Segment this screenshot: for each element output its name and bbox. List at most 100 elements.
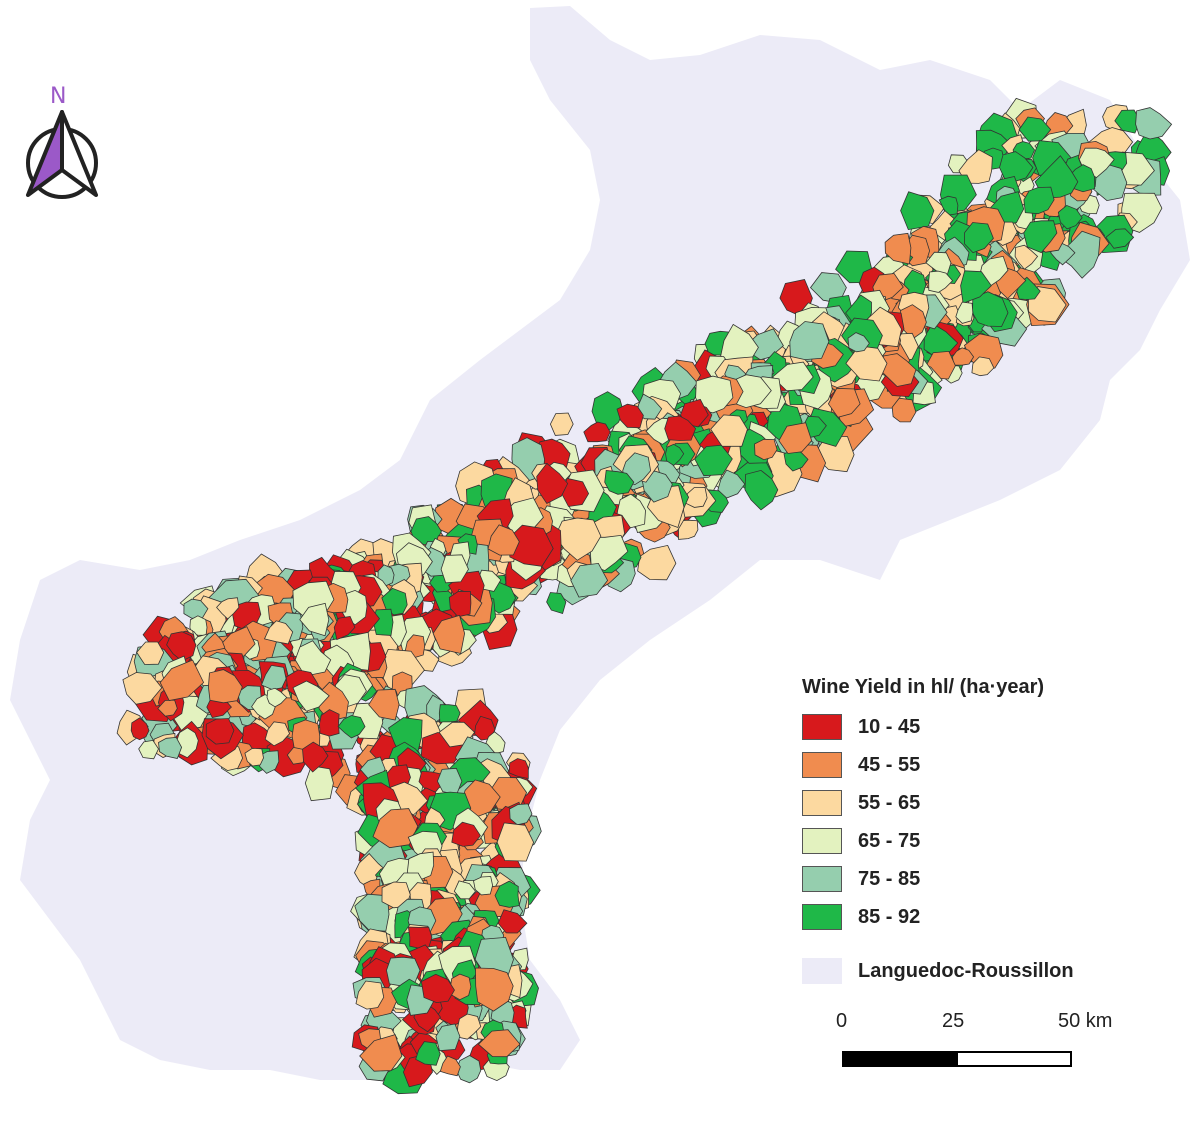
commune-polygon (845, 345, 888, 382)
legend-title: Wine Yield in hl/ (ha·year) (802, 676, 1045, 698)
commune-polygon (368, 688, 400, 721)
commune-polygon (754, 438, 778, 461)
commune-polygon (473, 876, 494, 896)
scale-tick: 50 km (1058, 1010, 1113, 1032)
commune-polygon (591, 391, 624, 432)
commune-polygon (778, 422, 813, 454)
commune-polygon (999, 151, 1034, 182)
legend-label: 65 - 75 (858, 829, 921, 852)
commune-polygon (789, 321, 830, 361)
commune-polygon (1014, 244, 1039, 270)
commune-polygon (415, 1041, 441, 1066)
scale-segment (956, 1051, 1072, 1067)
commune-polygon (435, 1023, 461, 1052)
commune-polygon (827, 387, 861, 418)
commune-polygon (205, 718, 235, 745)
commune-polygon (263, 620, 294, 645)
commune-polygon (847, 332, 870, 353)
commune-polygon (509, 803, 533, 826)
legend-label: 10 - 45 (858, 715, 921, 738)
commune-polygon (678, 519, 699, 540)
commune-polygon (744, 469, 779, 511)
commune-polygon (450, 973, 472, 1001)
commune-polygon (448, 590, 472, 618)
legend-label: Languedoc-Roussillon (858, 959, 1074, 982)
commune-polygon (637, 544, 677, 581)
legend-item: 85 - 92 (802, 898, 1074, 936)
commune-polygon (302, 741, 329, 773)
legend-label: 75 - 85 (858, 867, 921, 890)
commune-polygon (536, 462, 569, 505)
commune-polygon (453, 880, 477, 900)
legend-item: 65 - 75 (802, 822, 1074, 860)
commune-polygon (900, 191, 935, 231)
commune-polygon (355, 980, 385, 1010)
commune-polygon (420, 973, 455, 1004)
commune-polygon (333, 616, 356, 641)
commune-polygon (166, 631, 197, 662)
legend-item-region: Languedoc-Roussillon (802, 952, 1074, 990)
commune-polygon (1114, 109, 1141, 134)
commune-polygon (494, 880, 520, 908)
commune-polygon (130, 717, 150, 741)
scale-tick: 25 (942, 1010, 965, 1032)
commune-polygon (157, 699, 178, 717)
commune-polygon (884, 232, 912, 265)
commune-polygon (583, 421, 611, 443)
commune-polygon (159, 659, 205, 701)
commune-polygon (1105, 228, 1135, 249)
commune-polygon (549, 412, 574, 436)
commune-polygon (616, 403, 644, 429)
commune-polygon (299, 602, 330, 637)
north-arrow-icon (26, 110, 98, 199)
commune-polygon (216, 597, 240, 620)
commune-polygon (891, 397, 917, 423)
commune-polygon (1023, 220, 1058, 254)
commune-polygon (665, 443, 685, 467)
communes-layer (116, 97, 1173, 1095)
commune-polygon (136, 641, 165, 665)
commune-polygon (487, 524, 520, 556)
scale-segment (842, 1051, 958, 1067)
commune-polygon (122, 672, 163, 705)
commune-polygon (1027, 286, 1067, 323)
scale-tick: 0 (836, 1010, 848, 1032)
commune-polygon (955, 301, 974, 324)
commune-polygon (407, 926, 433, 949)
commune-polygon (439, 1055, 461, 1077)
commune-polygon (477, 1029, 521, 1058)
commune-polygon (294, 640, 332, 675)
commune-polygon (570, 562, 609, 598)
legend-item: 75 - 85 (802, 860, 1074, 898)
commune-polygon (604, 470, 635, 495)
commune-polygon (496, 822, 535, 862)
legend-swatch (802, 790, 842, 816)
scale-bar: 0 25 50 km (826, 1010, 1126, 1080)
commune-polygon (964, 222, 994, 254)
commune-polygon (971, 356, 995, 377)
legend: Wine Yield in hl/ (ha·year) 10 - 45 45 -… (802, 676, 1074, 990)
commune-polygon (710, 414, 748, 447)
commune-polygon (451, 821, 481, 847)
commune-polygon (260, 664, 287, 690)
commune-polygon (337, 715, 366, 739)
commune-polygon (266, 687, 288, 708)
legend-swatch (802, 828, 842, 854)
commune-polygon (359, 1034, 403, 1072)
commune-polygon (244, 747, 264, 767)
commune-polygon (264, 721, 291, 747)
commune-polygon (695, 375, 734, 414)
commune-polygon (304, 765, 334, 802)
commune-polygon (641, 470, 673, 503)
commune-polygon (292, 680, 330, 712)
north-label: N (50, 84, 67, 109)
commune-polygon (508, 758, 529, 779)
commune-polygon (928, 270, 954, 293)
commune-polygon (664, 415, 697, 441)
legend-swatch (802, 714, 842, 740)
commune-polygon (372, 808, 419, 849)
commune-polygon (138, 739, 159, 760)
legend-label: 55 - 65 (858, 791, 921, 814)
commune-polygon (938, 195, 959, 216)
